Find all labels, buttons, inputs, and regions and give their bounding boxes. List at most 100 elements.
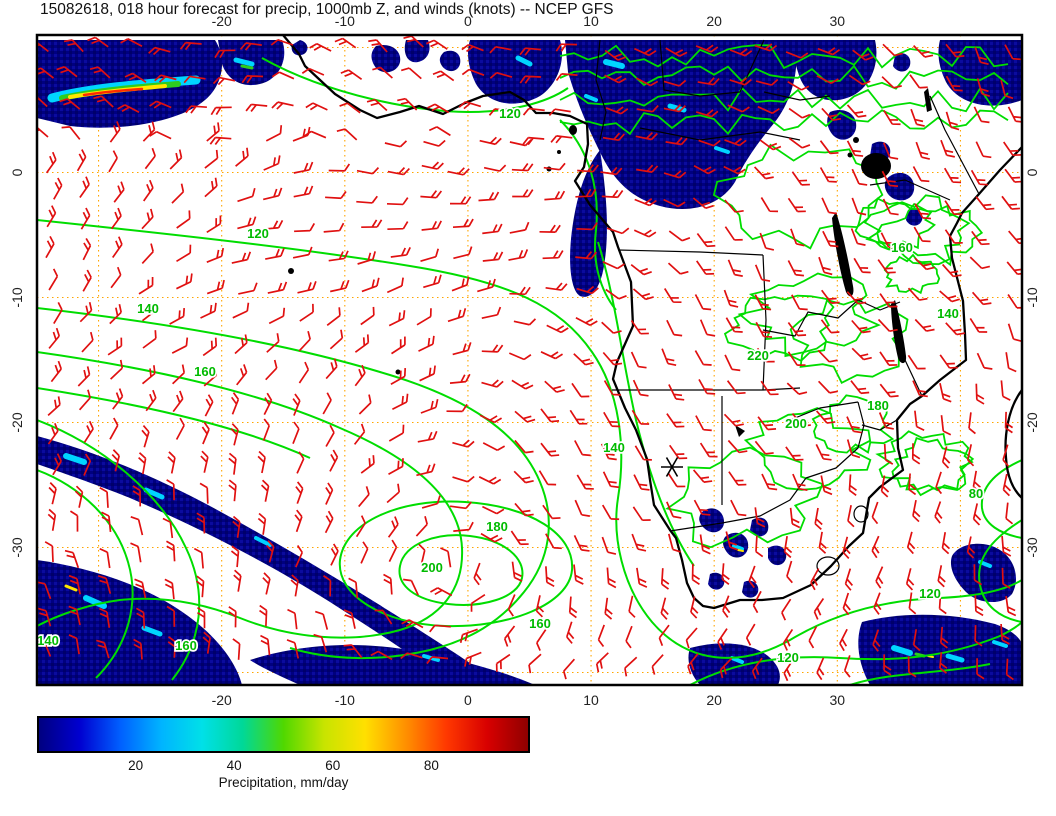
wind-barb	[447, 308, 467, 323]
wind-barb	[820, 319, 840, 334]
wind-barb	[724, 199, 744, 213]
wind-barb	[699, 442, 718, 458]
wind-barb	[449, 501, 473, 510]
wind-barb	[366, 98, 388, 112]
wind-barb	[842, 536, 851, 559]
wind-barb	[301, 67, 325, 76]
wind-barb	[939, 383, 952, 403]
wind-barb	[232, 302, 250, 319]
wind-barb	[130, 516, 144, 536]
lon-tick-label-bottom: 30	[830, 692, 846, 708]
wind-barb	[755, 78, 779, 86]
wind-barb	[59, 98, 81, 110]
wind-barb	[632, 379, 649, 397]
wind-barb	[481, 306, 502, 320]
wind-barb	[360, 455, 375, 474]
precip-area	[884, 172, 915, 201]
wind-barb	[292, 421, 300, 445]
wind-barb	[109, 417, 119, 440]
wind-barb	[200, 302, 217, 319]
wind-barb	[697, 77, 720, 86]
wind-barb	[787, 260, 805, 277]
wind-barb	[298, 361, 310, 384]
height-contour	[863, 194, 971, 266]
wind-barb	[509, 286, 531, 296]
wind-barb	[323, 575, 332, 597]
contour-label: 220	[747, 348, 769, 363]
wind-barb	[685, 627, 698, 649]
wind-barb	[110, 207, 122, 230]
wind-barb	[293, 185, 314, 198]
wind-barb	[98, 607, 111, 628]
wind-barb	[853, 257, 871, 274]
wind-barb	[241, 75, 264, 84]
wind-barb	[754, 43, 778, 52]
wind-barb	[206, 279, 225, 295]
wind-barb	[324, 510, 334, 534]
contour-label: 120	[247, 226, 269, 241]
wind-barb	[940, 415, 952, 436]
wind-barb	[81, 331, 94, 353]
colorbar-tick-labels: 20 40 60 80	[37, 758, 530, 774]
coastlines-borders	[282, 35, 1022, 610]
wind-barb	[727, 104, 750, 113]
wind-barb	[511, 561, 523, 582]
wind-barb	[822, 230, 839, 248]
wind-barb	[235, 147, 249, 167]
wind-barb	[303, 130, 327, 139]
wind-barb	[426, 656, 449, 665]
wind-barb	[696, 232, 716, 248]
precip-area	[906, 208, 923, 226]
wind-barb	[818, 256, 833, 276]
wind-barb	[577, 164, 599, 173]
wind-barb	[754, 294, 772, 311]
lat-tick-label-left: -30	[9, 537, 25, 557]
wind-barb	[354, 364, 366, 387]
wind-barb	[175, 417, 185, 440]
wind-barb	[263, 392, 273, 415]
wind-barb	[785, 51, 809, 59]
wind-barb	[47, 422, 59, 445]
precip-area	[858, 614, 1022, 685]
wind-barb	[384, 140, 408, 148]
wind-barb	[440, 547, 452, 568]
wind-barb	[232, 638, 241, 660]
wind-barb	[206, 122, 220, 142]
wind-barb	[939, 652, 948, 674]
contour-label: 80	[969, 486, 983, 501]
wind-barb	[232, 515, 241, 538]
wind-barb	[754, 440, 774, 455]
wind-barb	[852, 49, 874, 61]
wind-barb	[325, 482, 334, 505]
wind-barb	[508, 249, 529, 261]
wind-barb	[839, 628, 848, 652]
wind-barb	[238, 282, 258, 295]
wind-barb	[847, 505, 855, 528]
wind-barb	[550, 135, 573, 144]
wind-barb	[361, 219, 383, 229]
wind-barb	[482, 505, 505, 515]
wind-barb	[357, 251, 376, 265]
wind-barb	[907, 287, 928, 301]
wind-barb	[483, 164, 507, 172]
wind-barb	[879, 351, 898, 366]
wind-barb	[905, 568, 915, 591]
wind-barb	[907, 354, 926, 370]
wind-barb	[228, 479, 237, 502]
wind-barb	[606, 567, 617, 589]
wind-barb	[941, 263, 962, 278]
wind-barb	[322, 392, 332, 415]
wind-barb	[1004, 44, 1022, 61]
wind-barb	[692, 469, 713, 483]
wind-barb	[723, 289, 739, 308]
wind-barb	[47, 396, 61, 417]
wind-barb	[512, 189, 534, 198]
wind-barb	[624, 656, 638, 677]
wind-barb	[166, 540, 176, 562]
wind-barb	[143, 179, 154, 202]
wind-barb	[1008, 230, 1022, 245]
wind-barb	[574, 499, 591, 517]
wind-barb	[449, 373, 471, 384]
wind-barb	[183, 75, 206, 84]
wind-barb	[489, 71, 513, 79]
